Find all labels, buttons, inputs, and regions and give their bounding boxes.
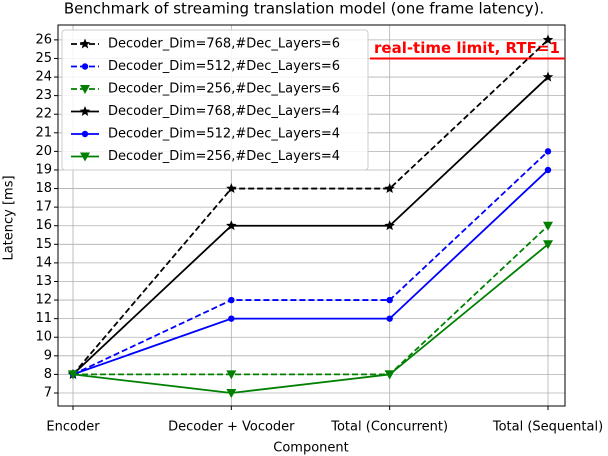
legend: Decoder_Dim=768,#Dec_Layers=6 Decoder_Dim… — [61, 29, 369, 171]
legend-marker — [80, 85, 90, 94]
y-tick-label: 23 — [35, 88, 52, 103]
series-line — [72, 76, 549, 376]
y-tick-label: 21 — [35, 125, 52, 140]
y-tick-label: 10 — [35, 330, 52, 345]
marker — [226, 183, 237, 193]
y-tick-label: 18 — [35, 181, 52, 196]
y-tick-label: 13 — [35, 274, 52, 289]
x-tick-label: Encoder — [46, 420, 100, 435]
legend-marker — [80, 152, 90, 162]
y-tick-label: 7 — [44, 385, 52, 400]
marker — [68, 370, 78, 380]
x-axis-label: Component — [273, 441, 348, 456]
legend-box — [61, 29, 369, 171]
marker — [384, 220, 395, 231]
marker — [543, 221, 553, 231]
legend-marker — [79, 38, 91, 49]
x-tick-label: Total (Sequental) — [492, 420, 603, 435]
legend-label: Decoder_Dim=768,#Dec_Layers=6 — [108, 37, 340, 52]
marker — [226, 388, 237, 398]
marker — [542, 71, 554, 82]
series-line — [72, 243, 549, 394]
marker — [386, 315, 393, 322]
series-line — [72, 150, 549, 376]
legend-marker — [81, 130, 89, 138]
marker — [544, 166, 552, 174]
marker — [228, 296, 235, 304]
x-tick-label: Total (Concurrent) — [330, 420, 448, 435]
y-tick-label: 17 — [35, 200, 52, 215]
y-tick-label: 8 — [44, 367, 52, 382]
y-tick-label: 9 — [44, 348, 52, 363]
annotation: real-time limit, RTF=1 — [374, 39, 560, 57]
y-tick-label: 19 — [35, 162, 52, 177]
series-line — [73, 225, 549, 376]
marker — [542, 34, 554, 45]
y-tick-label: 11 — [35, 311, 52, 326]
marker — [544, 148, 552, 155]
y-tick-label: 14 — [35, 255, 52, 270]
marker — [386, 296, 393, 304]
legend-marker — [81, 63, 89, 70]
legend-label: Decoder_Dim=256,#Dec_Layers=4 — [108, 149, 340, 164]
y-tick-label: 25 — [35, 51, 52, 66]
legend-label: Decoder_Dim=512,#Dec_Layers=6 — [108, 59, 340, 74]
series-line — [72, 169, 549, 376]
marker — [228, 315, 235, 322]
y-tick-label: 12 — [35, 293, 52, 308]
marker — [226, 370, 237, 380]
y-tick-label: 20 — [35, 144, 52, 159]
legend-label: Decoder_Dim=256,#Dec_Layers=6 — [108, 82, 340, 97]
marker — [384, 183, 395, 193]
marker — [543, 240, 553, 250]
chart-title: Benchmark of streaming translation model… — [64, 0, 544, 18]
series-line — [72, 39, 549, 375]
y-tick-label: 26 — [35, 32, 52, 47]
plot-frame — [57, 24, 566, 407]
legend-label: Decoder_Dim=512,#Dec_Layers=4 — [108, 127, 340, 142]
y-tick-label: 15 — [35, 237, 52, 252]
legend-label: Decoder_Dim=768,#Dec_Layers=4 — [108, 104, 340, 119]
y-tick-label: 16 — [35, 218, 52, 233]
y-tick-label: 24 — [35, 70, 52, 85]
y-tick-label: 22 — [35, 107, 52, 122]
x-tick-label: Decoder + Vocoder — [168, 420, 295, 435]
legend-marker — [79, 106, 91, 116]
marker — [226, 220, 237, 231]
y-axis-label: Latency [ms] — [2, 175, 17, 260]
marker — [384, 370, 395, 380]
